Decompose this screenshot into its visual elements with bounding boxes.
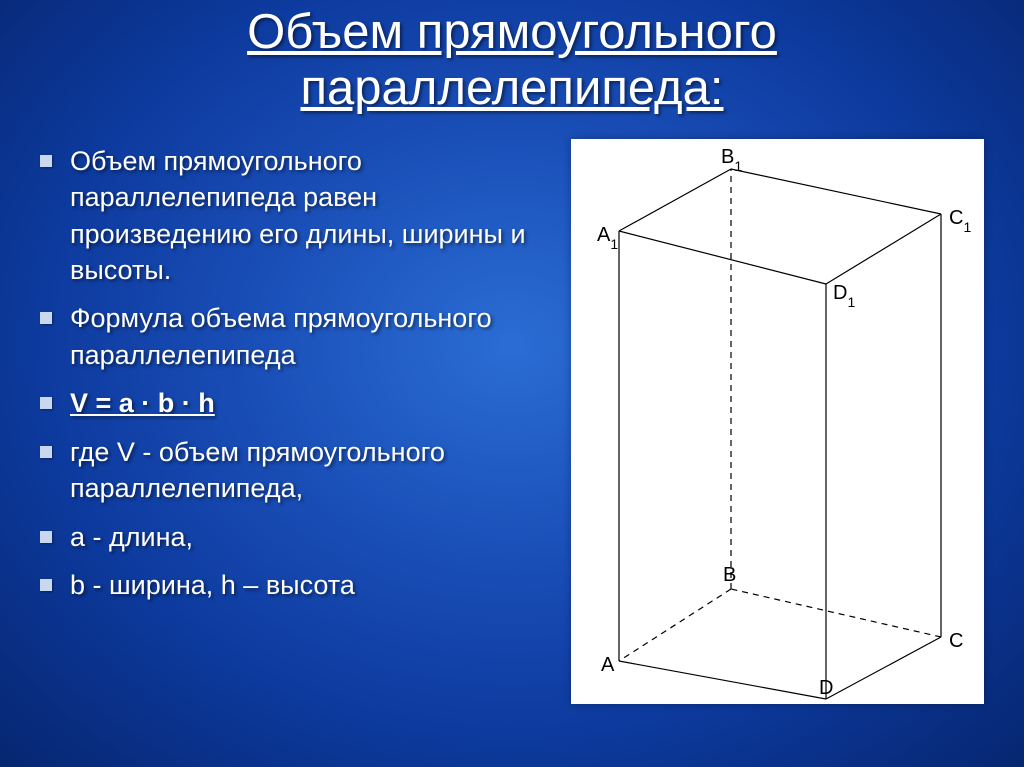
list-item: V = a · b · h <box>40 385 551 421</box>
list-item-text: a - длина, <box>70 519 551 555</box>
edge <box>731 589 941 637</box>
bullet-list: Объем прямоугольного параллелепипеда рав… <box>40 143 551 604</box>
figure-container: A B C D A1 B1 C1 D1 <box>571 135 984 704</box>
vertex-label: A <box>601 654 615 676</box>
list-item-text: Формула объема прямоугольного параллелеп… <box>70 300 551 373</box>
list-item-text: b - ширина, h – высота <box>70 567 551 603</box>
list-item-text: где V - объем прямоугольного параллелепи… <box>70 434 551 507</box>
list-item: b - ширина, h – высота <box>40 567 551 603</box>
edge <box>619 661 826 699</box>
bullet-icon <box>40 446 52 458</box>
bullet-icon <box>40 312 52 324</box>
list-item: Формула объема прямоугольного параллелеп… <box>40 300 551 373</box>
edge <box>619 231 826 284</box>
list-item-text: V = a · b · h <box>70 385 551 421</box>
list-item: a - длина, <box>40 519 551 555</box>
list-item: Объем прямоугольного параллелепипеда рав… <box>40 143 551 289</box>
slide-content: Объем прямоугольного параллелепипеда рав… <box>0 117 1024 704</box>
bullet-icon <box>40 531 52 543</box>
list-item: где V - объем прямоугольного параллелепи… <box>40 434 551 507</box>
bullet-icon <box>40 155 52 167</box>
edge <box>731 169 941 214</box>
edge <box>826 637 941 699</box>
title-line-2: параллелепипеда: <box>300 61 723 115</box>
vertex-label: C1 <box>949 207 971 235</box>
vertex-label: A1 <box>597 224 618 252</box>
vertex-label: B1 <box>721 146 742 174</box>
parallelepiped-svg: A B C D A1 B1 C1 D1 <box>571 139 984 704</box>
vertex-label: B <box>723 564 736 586</box>
parallelepiped-figure: A B C D A1 B1 C1 D1 <box>571 139 984 704</box>
vertex-label: C <box>949 630 963 652</box>
edge <box>826 214 941 284</box>
vertex-label: D <box>819 677 833 699</box>
edge <box>619 169 731 231</box>
bullet-icon <box>40 397 52 409</box>
vertex-label: D1 <box>833 282 855 310</box>
list-item-text: Объем прямоугольного параллелепипеда рав… <box>70 143 551 289</box>
slide-title: Объем прямоугольного параллелепипеда: <box>0 0 1024 117</box>
bullet-icon <box>40 579 52 591</box>
title-line-1: Объем прямоугольного <box>247 5 777 59</box>
edge <box>619 589 731 661</box>
bullet-list-container: Объем прямоугольного параллелепипеда рав… <box>40 135 551 704</box>
